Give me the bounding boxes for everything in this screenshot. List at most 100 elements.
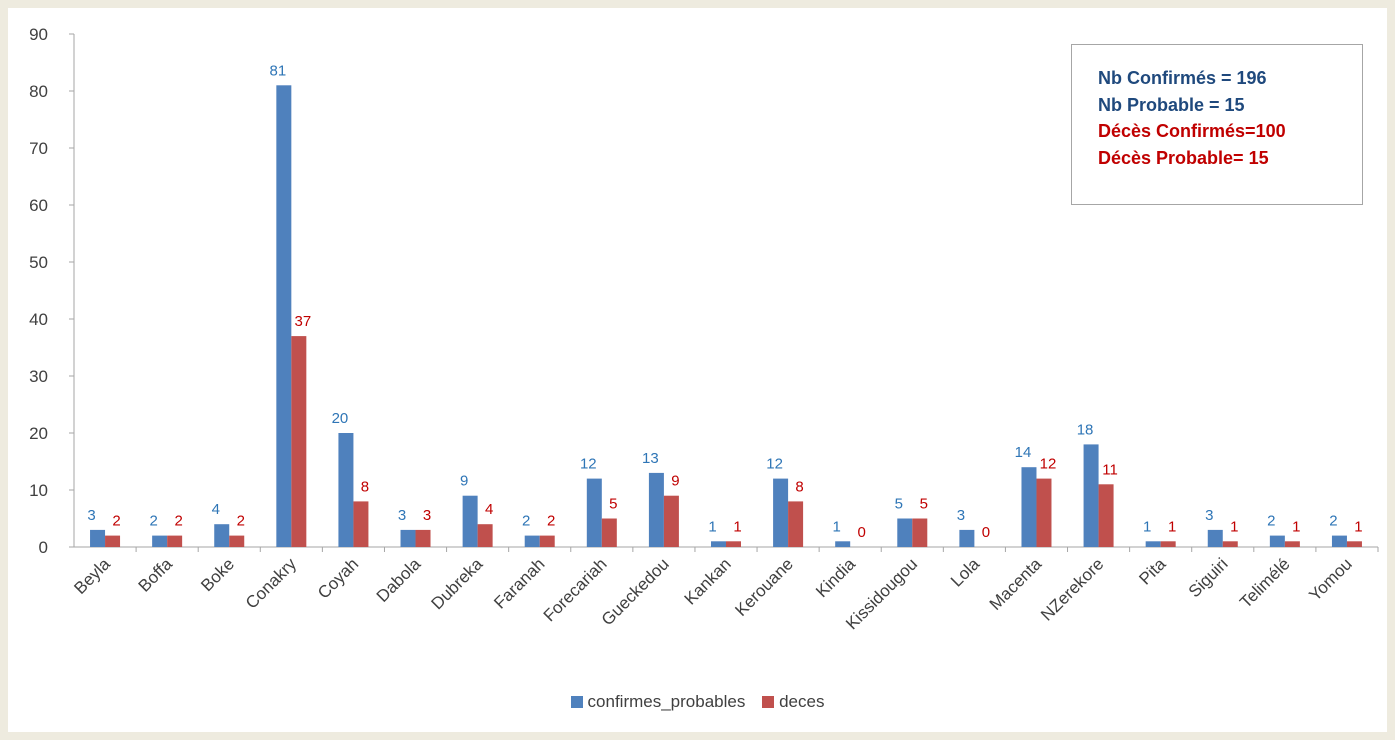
stats-probable: Nb Probable = 15 bbox=[1098, 94, 1245, 115]
bar-deces bbox=[105, 535, 121, 547]
x-tick-label: Telimélé bbox=[1236, 554, 1294, 612]
x-tick-label: Pita bbox=[1135, 554, 1170, 589]
bar-deces bbox=[1346, 541, 1362, 547]
data-label-deces: 1 bbox=[1230, 518, 1238, 535]
data-label-deces: 9 bbox=[671, 473, 679, 490]
data-label-confirmes_probables: 13 bbox=[642, 450, 659, 467]
bar-deces bbox=[353, 501, 369, 547]
bar-confirmes_probables bbox=[90, 529, 106, 547]
bar-deces bbox=[477, 524, 493, 547]
bar-confirmes_probables bbox=[1331, 535, 1347, 547]
data-label-confirmes_probables: 3 bbox=[87, 507, 95, 524]
stats-deaths-probable: Décès Probable= 15 bbox=[1098, 147, 1269, 168]
data-label-confirmes_probables: 12 bbox=[580, 456, 597, 473]
y-tick-label: 80 bbox=[29, 82, 48, 101]
bar-deces bbox=[229, 535, 245, 547]
data-label-deces: 3 bbox=[423, 507, 431, 524]
data-label-deces: 2 bbox=[174, 513, 182, 530]
legend-swatch-confirmes bbox=[570, 696, 583, 708]
data-label-confirmes_probables: 3 bbox=[957, 507, 965, 524]
y-tick-label: 60 bbox=[29, 196, 48, 215]
data-label-deces: 2 bbox=[237, 513, 245, 530]
data-label-deces: 0 bbox=[858, 524, 866, 541]
chart-frame: 0 10 20 30 40 50 60 70 80 90 Beyla Boffa Boke Conakry… bbox=[8, 8, 1387, 732]
data-label-deces: 12 bbox=[1040, 456, 1057, 473]
data-label-deces: 5 bbox=[920, 496, 928, 513]
x-tick-label: NZerekore bbox=[1037, 554, 1107, 624]
bar-confirmes_probables bbox=[959, 529, 975, 547]
bar-deces bbox=[167, 535, 183, 547]
y-tick-label: 70 bbox=[29, 139, 48, 158]
bar-deces bbox=[1160, 541, 1176, 547]
x-tick-label: Kankan bbox=[681, 554, 735, 608]
x-tick-label: Coyah bbox=[314, 554, 362, 602]
data-label-deces: 1 bbox=[1292, 518, 1300, 535]
legend-item-deces: deces bbox=[762, 692, 824, 712]
y-tick-label: 40 bbox=[29, 310, 48, 329]
data-label-confirmes_probables: 12 bbox=[766, 456, 783, 473]
bar-confirmes_probables bbox=[711, 541, 726, 547]
bar-confirmes_probables bbox=[214, 524, 230, 547]
bar-deces bbox=[415, 529, 431, 547]
data-label-deces: 2 bbox=[112, 513, 120, 530]
data-label-deces: 1 bbox=[1354, 518, 1362, 535]
data-label-deces: 0 bbox=[982, 524, 990, 541]
bar-confirmes_probables bbox=[524, 535, 540, 547]
legend-item-confirmes: confirmes_probables bbox=[570, 692, 746, 712]
bar-confirmes_probables bbox=[835, 541, 851, 547]
data-label-confirmes_probables: 3 bbox=[1205, 507, 1213, 524]
bar-confirmes_probables bbox=[648, 472, 664, 547]
x-tick-label: Macenta bbox=[986, 554, 1046, 614]
x-tick-label: Siguiri bbox=[1185, 554, 1232, 601]
bar-deces bbox=[663, 495, 679, 547]
x-tick-label: Dubreka bbox=[428, 554, 487, 613]
y-tick-label: 20 bbox=[29, 424, 48, 443]
bar-confirmes_probables bbox=[1021, 467, 1037, 547]
bar-confirmes_probables bbox=[1083, 444, 1099, 547]
bar-confirmes_probables bbox=[1145, 541, 1161, 547]
data-label-deces: 1 bbox=[733, 518, 741, 535]
bar-deces bbox=[788, 501, 804, 547]
bar-deces bbox=[291, 336, 307, 547]
bar-deces bbox=[912, 518, 928, 547]
y-tick-label: 90 bbox=[29, 25, 48, 44]
bar-confirmes_probables bbox=[338, 433, 354, 547]
chart-legend: confirmes_probables deces bbox=[8, 692, 1387, 713]
bar-confirmes_probables bbox=[586, 478, 602, 547]
data-label-deces: 8 bbox=[361, 478, 369, 495]
bar-deces bbox=[539, 535, 555, 547]
bar-deces bbox=[726, 541, 741, 547]
x-tick-label: Dabola bbox=[373, 554, 425, 606]
bar-deces bbox=[1036, 478, 1052, 547]
data-label-confirmes_probables: 2 bbox=[149, 513, 157, 530]
bar-confirmes_probables bbox=[1269, 535, 1285, 547]
data-label-deces: 2 bbox=[547, 513, 555, 530]
bar-confirmes_probables bbox=[276, 85, 292, 548]
data-label-confirmes_probables: 4 bbox=[212, 501, 220, 518]
data-label-confirmes_probables: 1 bbox=[708, 518, 716, 535]
bar-confirmes_probables bbox=[152, 535, 168, 547]
data-label-confirmes_probables: 18 bbox=[1077, 421, 1094, 438]
legend-label-confirmes: confirmes_probables bbox=[587, 692, 746, 711]
data-label-confirmes_probables: 20 bbox=[332, 410, 349, 427]
x-tick-label: Boke bbox=[197, 554, 238, 595]
bar-confirmes_probables bbox=[462, 495, 478, 547]
data-label-deces: 4 bbox=[485, 501, 493, 518]
data-label-deces: 8 bbox=[795, 478, 803, 495]
stats-box: Nb Confirmés = 196 Nb Probable = 15 Décè… bbox=[1071, 44, 1363, 205]
data-label-confirmes_probables: 14 bbox=[1015, 444, 1032, 461]
x-tick-label: Gueckedou bbox=[598, 554, 673, 629]
x-tick-label: Boffa bbox=[135, 554, 177, 596]
data-label-confirmes_probables: 81 bbox=[269, 62, 286, 79]
y-tick-label: 0 bbox=[39, 538, 48, 557]
x-tick-label: Yomou bbox=[1305, 554, 1355, 604]
y-tick-label: 10 bbox=[29, 481, 48, 500]
data-label-deces: 37 bbox=[294, 313, 311, 330]
bar-deces bbox=[601, 518, 617, 547]
data-label-deces: 11 bbox=[1102, 461, 1118, 478]
data-label-confirmes_probables: 5 bbox=[895, 496, 903, 513]
legend-swatch-deces bbox=[762, 696, 775, 708]
x-tick-label: Beyla bbox=[70, 554, 114, 598]
data-label-confirmes_probables: 1 bbox=[1143, 518, 1151, 535]
